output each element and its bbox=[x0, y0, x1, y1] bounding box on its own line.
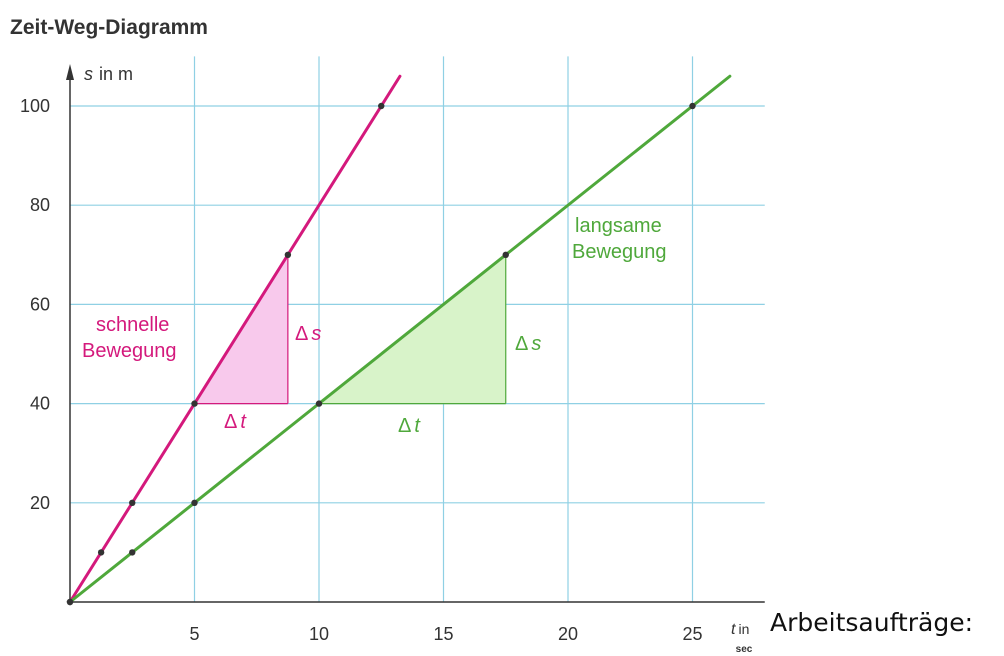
fast-delta-s-label-var: s bbox=[311, 323, 321, 345]
y-axis-unit: in m bbox=[99, 64, 133, 84]
slow-delta-t-label-var: t bbox=[414, 415, 421, 437]
x-tick-label-10: 10 bbox=[309, 624, 329, 644]
x-axis-symbol: t bbox=[731, 621, 736, 638]
data-point-1-5 bbox=[689, 102, 696, 110]
x-tick-label-5: 5 bbox=[189, 624, 199, 644]
side-text-arbeitsauftraege: Arbeitsaufträge: bbox=[770, 608, 974, 637]
chart-title: Zeit-Weg-Diagramm bbox=[10, 16, 208, 39]
data-point-1-3 bbox=[315, 400, 323, 407]
y-tick-label-20: 20 bbox=[30, 493, 50, 513]
y-axis-arrow bbox=[66, 64, 74, 80]
series-lines bbox=[68, 74, 732, 604]
y-tick-label-60: 60 bbox=[30, 294, 50, 314]
data-point-0-2 bbox=[129, 499, 136, 506]
x-tick-label-20: 20 bbox=[558, 624, 578, 644]
x-axis-label: t in bbox=[731, 621, 749, 638]
series-label-slow-line-1: Bewegung bbox=[572, 241, 667, 263]
y-axis-symbol: s bbox=[84, 64, 93, 84]
series-line-0 bbox=[68, 74, 402, 604]
slow-delta-s-label-delta: Δ bbox=[515, 333, 528, 355]
x-axis-unit: sec bbox=[736, 644, 753, 655]
y-tick-label-80: 80 bbox=[30, 195, 50, 215]
y-axis-label: s in m bbox=[84, 64, 133, 84]
data-point-0-1 bbox=[97, 549, 105, 556]
series-line-1 bbox=[68, 74, 732, 604]
series-label-fast-line-1: Bewegung bbox=[82, 340, 177, 362]
x-tick-label-15: 15 bbox=[433, 624, 453, 644]
y-tick-label-100: 100 bbox=[20, 96, 50, 116]
slow-delta-s-label-var: s bbox=[531, 333, 541, 355]
slow-delta-t-label-delta: Δ bbox=[398, 415, 411, 437]
series-label-fast-line-0: schnelle bbox=[96, 314, 169, 336]
fast-delta-t-label-delta: Δ bbox=[224, 411, 237, 433]
grid-lines bbox=[70, 56, 765, 602]
data-point-1-4 bbox=[502, 251, 509, 258]
fast-delta-s-label-delta: Δ bbox=[295, 323, 308, 345]
y-tick-label-40: 40 bbox=[30, 394, 50, 414]
data-point-0-4 bbox=[284, 251, 292, 258]
data-point-0-5 bbox=[378, 102, 385, 110]
data-point-1-0 bbox=[66, 598, 74, 606]
x-axis-in: in bbox=[738, 621, 749, 637]
data-point-1-1 bbox=[129, 549, 136, 556]
fast-delta-t-label-var: t bbox=[240, 411, 247, 433]
data-points bbox=[66, 102, 696, 606]
x-tick-label-25: 25 bbox=[682, 624, 702, 644]
data-point-1-2 bbox=[191, 499, 198, 506]
series-label-slow-line-0: langsame bbox=[575, 215, 662, 237]
data-point-0-3 bbox=[191, 400, 198, 407]
